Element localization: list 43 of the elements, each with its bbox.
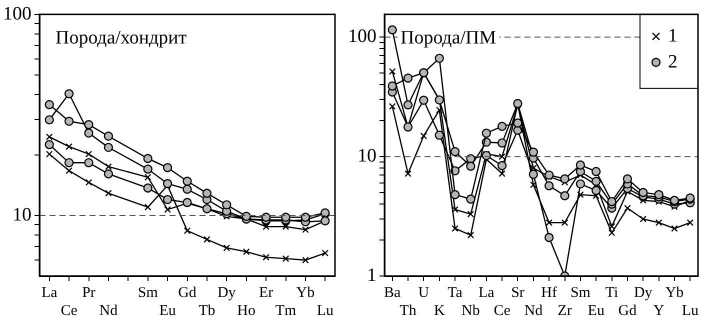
x-tick-label: Hf	[541, 284, 558, 301]
x-tick-label: La	[478, 284, 495, 301]
x-tick-label: Dy	[634, 284, 653, 301]
x-tick-label: Nd	[524, 302, 544, 319]
legend-label: 1	[668, 25, 678, 46]
x-tick-label: Eu	[159, 302, 176, 319]
y-tick-label: 10	[12, 204, 32, 226]
y-tick-label: 100	[3, 3, 32, 24]
x-tick-label: Lu	[682, 302, 699, 319]
x-tick-label: Pr	[82, 284, 96, 301]
x-tick-label: Eu	[588, 302, 605, 319]
x-tick-label: Zr	[558, 302, 572, 319]
x-tick-label: Ho	[237, 302, 256, 319]
x-tick-label: Ti	[605, 284, 618, 301]
y-tick-label: 1	[367, 264, 376, 286]
y-tick-label: 10	[358, 146, 376, 167]
x-tick-label: Gd	[178, 284, 197, 301]
x-tick-label: Ba	[384, 284, 402, 301]
x-tick-label: U	[418, 284, 430, 301]
x-tick-label: Sr	[511, 284, 524, 301]
x-tick-label: Gd	[618, 302, 638, 319]
x-tick-label: Nd	[99, 302, 118, 319]
annotation: Порода/ПМ	[400, 27, 496, 48]
x-tick-label: Ta	[448, 284, 463, 301]
x-tick-label: Nb	[462, 302, 480, 319]
x-tick-label: Sm	[138, 284, 158, 301]
x-tick-label: Th	[400, 302, 417, 319]
x-tick-label: La	[41, 284, 58, 301]
annotation: Порода/хондрит	[56, 27, 188, 48]
x-tick-label: Lu	[316, 302, 334, 319]
x-tick-label: Ce	[60, 302, 78, 319]
x-tick-label: Yb	[296, 284, 315, 301]
x-tick-label: Ce	[494, 302, 511, 319]
y-tick-label: 100	[348, 26, 376, 48]
x-tick-label: Yb	[665, 284, 684, 301]
x-tick-label: Y	[653, 302, 664, 319]
x-tick-label: K	[434, 302, 445, 319]
x-tick-label: Tb	[198, 302, 216, 319]
x-tick-label: Dy	[217, 284, 236, 301]
legend-label: 2	[668, 51, 678, 72]
x-tick-label: Sm	[570, 284, 591, 301]
x-tick-label: Er	[258, 284, 274, 301]
x-tick-label: Tm	[275, 302, 296, 319]
